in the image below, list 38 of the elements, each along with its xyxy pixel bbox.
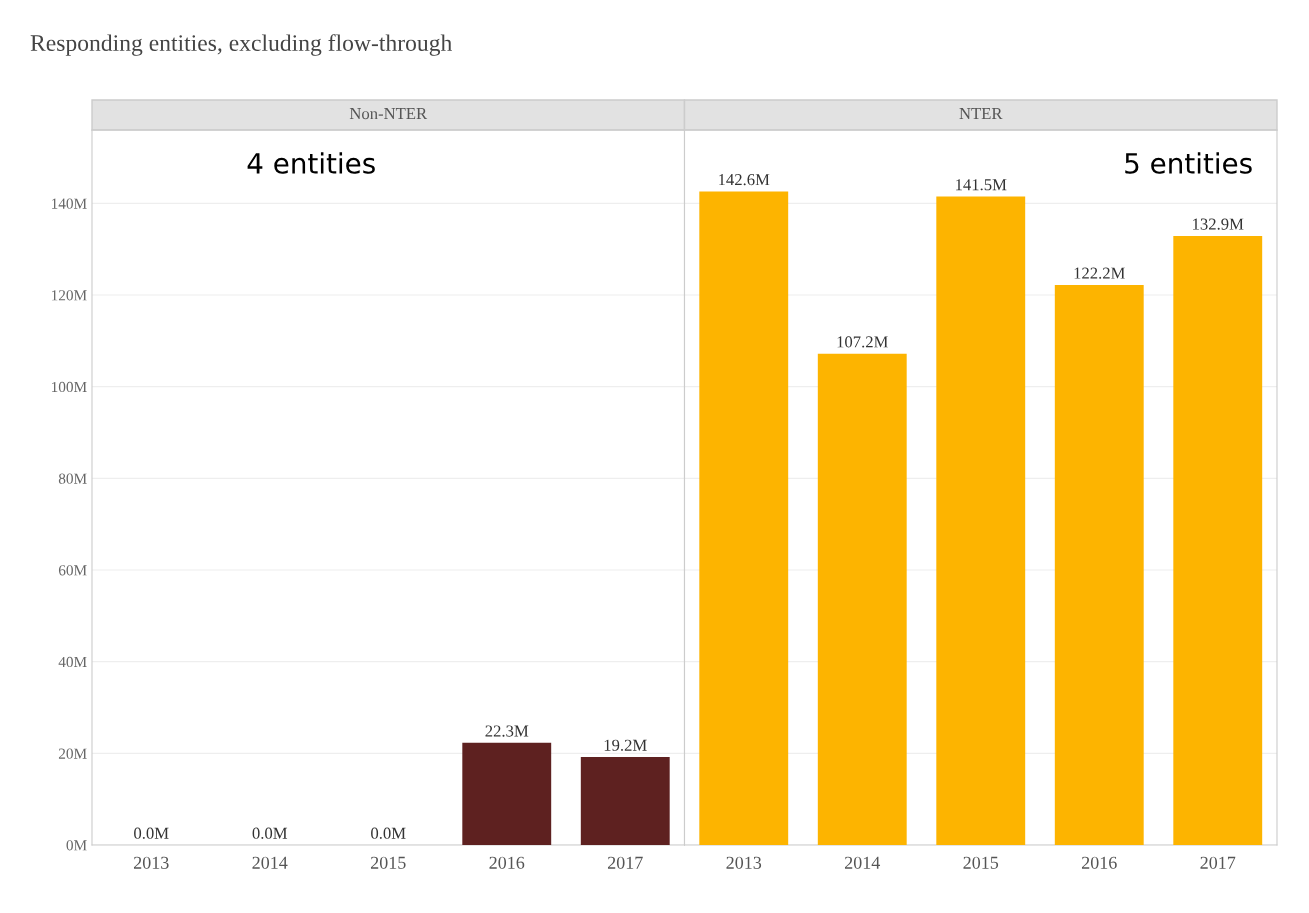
y-tick-label: 20M bbox=[58, 748, 87, 759]
data-label: 19.2M bbox=[604, 739, 647, 751]
y-tick-label: 80M bbox=[58, 473, 87, 484]
data-label: 142.6M bbox=[719, 174, 770, 186]
y-tick-label: 140M bbox=[51, 198, 87, 209]
x-tick-label: 2016 bbox=[489, 856, 525, 869]
x-tick-label: 2017 bbox=[607, 856, 643, 869]
y-tick-label: 0M bbox=[66, 840, 87, 851]
annotation: 5 entities bbox=[1125, 152, 1252, 174]
data-label: 0.0M bbox=[134, 827, 169, 839]
bar bbox=[817, 353, 907, 845]
x-tick-label: 2013 bbox=[133, 856, 169, 869]
chart-subtitle: NTER bbox=[959, 108, 1003, 120]
x-tick-label: 2017 bbox=[1200, 856, 1236, 869]
annotation: 4 entities bbox=[247, 152, 375, 174]
x-tick-label: 2013 bbox=[726, 856, 762, 869]
y-tick-label: 40M bbox=[58, 656, 87, 668]
chart-subtitle: Non-NTER bbox=[349, 108, 428, 120]
x-tick-label: 2014 bbox=[252, 856, 288, 869]
chart-title: Responding entities, excluding flow-through bbox=[30, 34, 452, 56]
bar bbox=[1054, 284, 1144, 845]
data-label: 141.5M bbox=[956, 179, 1007, 191]
bar bbox=[699, 191, 789, 845]
data-label: 132.9M bbox=[1193, 218, 1244, 230]
data-label: 0.0M bbox=[252, 827, 288, 839]
y-tick-label: 120M bbox=[51, 290, 87, 301]
bar bbox=[936, 196, 1026, 845]
data-label: 107.2M bbox=[837, 336, 888, 348]
bar bbox=[1173, 235, 1263, 845]
x-tick-label: 2016 bbox=[1081, 856, 1117, 869]
data-label: 0.0M bbox=[371, 827, 406, 839]
y-tick-label: 60M bbox=[58, 565, 87, 576]
x-tick-label: 2015 bbox=[370, 856, 406, 869]
data-label: 22.3M bbox=[485, 725, 529, 737]
y-tick-label: 100M bbox=[51, 381, 87, 393]
data-label: 122.2M bbox=[1074, 267, 1125, 279]
x-tick-label: 2014 bbox=[844, 856, 881, 869]
x-tick-label: 2015 bbox=[963, 856, 999, 869]
